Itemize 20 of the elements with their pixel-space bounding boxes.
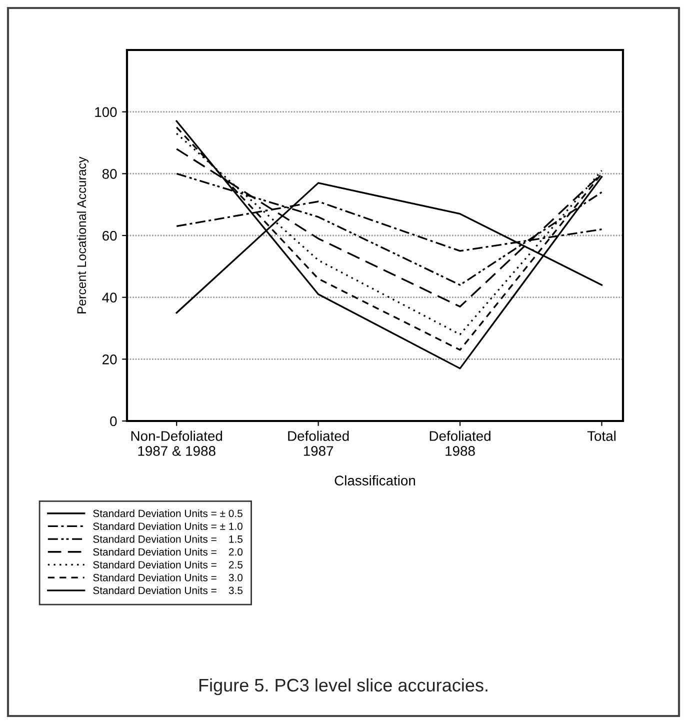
y-tick-label: 40 [102,292,117,303]
x-tick-label: Non-Defoliated 1987 & 1988 [131,430,222,456]
legend-label: Standard Deviation Units = 3.5 [93,586,243,594]
y-tick-label: 100 [95,107,117,118]
legend-label: Standard Deviation Units = ± 0.5 [93,509,242,518]
y-tick-label: 60 [102,230,117,241]
y-tick-label: 0 [110,416,117,426]
x-tick-label: Total [587,430,616,441]
x-axis-title: Classification [334,475,416,486]
legend-label: Standard Deviation Units = ± 1.0 [93,522,242,530]
x-tick-label: Defoliated 1988 [430,430,490,456]
legend-label: Standard Deviation Units = 2.5 [93,560,243,568]
x-tick-label: Defoliated 1987 [288,430,349,456]
caption: Figure 5. PC3 level slice accuracies. [199,678,488,696]
legend-label: Standard Deviation Units = 2.0 [93,548,243,556]
legend-label: Standard Deviation Units = 3.0 [93,574,243,582]
y-axis-title: Percent Locational Accuracy [76,156,89,314]
legend-label: Standard Deviation Units = 1.5 [93,535,243,543]
y-tick-label: 20 [102,354,117,364]
y-tick-label: 80 [102,169,117,179]
